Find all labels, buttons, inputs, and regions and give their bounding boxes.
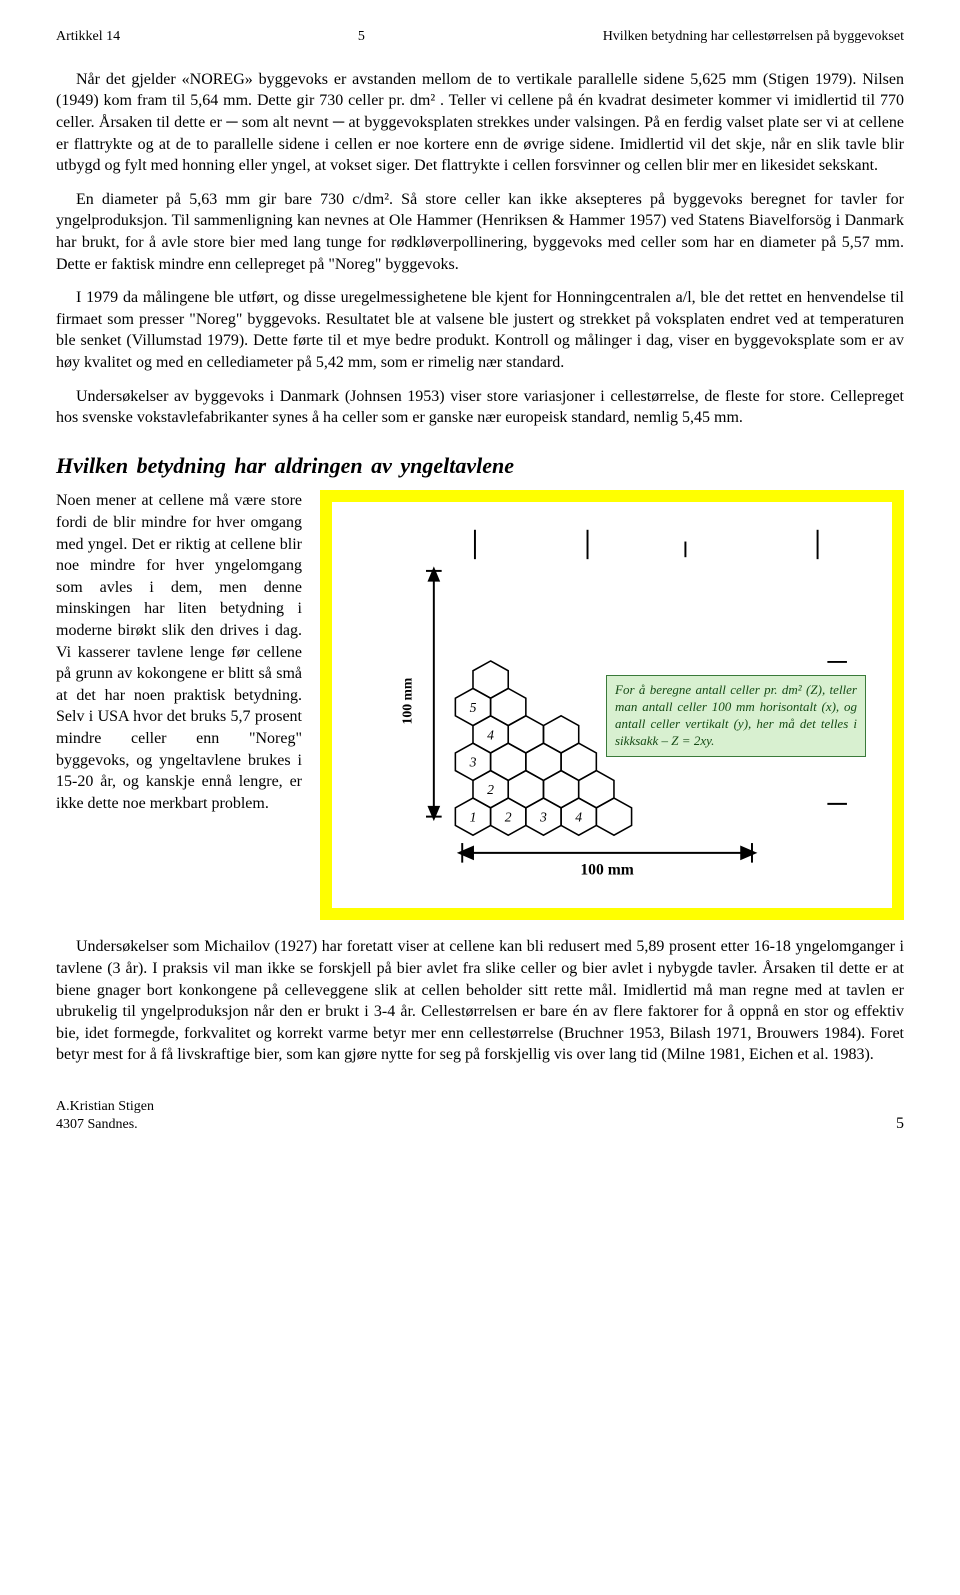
svg-text:1: 1 [470, 810, 477, 825]
footer-author-address: 4307 Sandnes. [56, 1116, 154, 1134]
header-article-no: Artikkel 14 [56, 28, 120, 47]
svg-text:2: 2 [505, 810, 512, 825]
body-paragraph-1: Når det gjelder «NOREG» byggevoks er avs… [56, 69, 904, 177]
footer-page-number: 5 [896, 1113, 904, 1135]
figure-caption: For å beregne antall celler pr. dm² (Z),… [606, 675, 866, 757]
svg-text:2: 2 [487, 783, 494, 798]
after-figure-paragraph: Undersøkelser som Michailov (1927) har f… [56, 936, 904, 1066]
svg-text:5: 5 [470, 700, 477, 715]
figure-column: 100 mm 100 mm [320, 490, 904, 920]
header-running-title: Hvilken betydning har cellestørrelsen på… [603, 28, 904, 47]
running-header: Artikkel 14 5 Hvilken betydning har cell… [56, 28, 904, 47]
vertical-axis-label: 100 mm [399, 678, 414, 725]
section-heading: Hvilken betydning har aldringen av yngel… [56, 451, 904, 481]
footer-author: A.Kristian Stigen 4307 Sandnes. [56, 1098, 154, 1134]
header-page-top: 5 [358, 28, 365, 47]
body-paragraph-4: Undersøkelser av byggevoks i Danmark (Jo… [56, 386, 904, 429]
left-text-column: Noen mener at cellene må være store ford… [56, 490, 302, 814]
svg-text:4: 4 [575, 810, 582, 825]
two-column-layout: Noen mener at cellene må være store ford… [56, 490, 904, 920]
footer-author-name: A.Kristian Stigen [56, 1098, 154, 1116]
left-column-paragraph: Noen mener at cellene må være store ford… [56, 490, 302, 814]
svg-text:3: 3 [469, 755, 477, 770]
svg-text:4: 4 [487, 728, 494, 743]
svg-text:3: 3 [539, 810, 547, 825]
body-paragraph-3: I 1979 da målingene ble utført, og disse… [56, 287, 904, 373]
body-paragraph-2: En diameter på 5,63 mm gir bare 730 c/dm… [56, 189, 904, 275]
horizontal-axis-label: 100 mm [580, 862, 633, 879]
page-footer: A.Kristian Stigen 4307 Sandnes. 5 [56, 1098, 904, 1134]
